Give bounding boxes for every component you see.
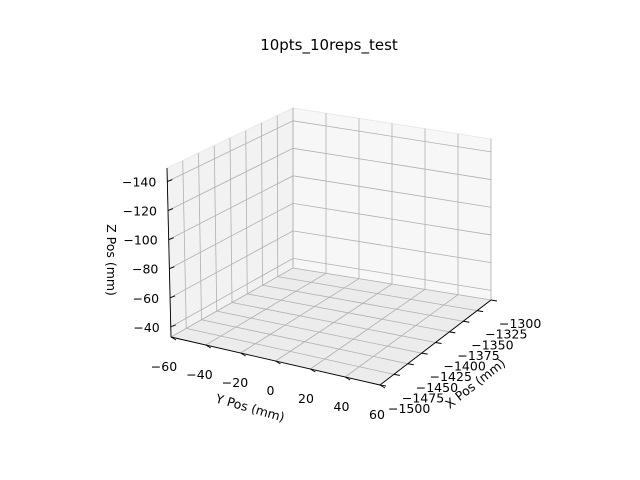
floor-grid-line-x bbox=[292, 267, 492, 301]
z-tick-mark bbox=[170, 324, 176, 328]
x-tick-label: −1450 bbox=[416, 380, 458, 395]
y-tick-label: 40 bbox=[334, 399, 350, 414]
chart-title: 10pts_10reps_test bbox=[260, 36, 398, 55]
y-tick-label: 20 bbox=[298, 391, 314, 406]
x-tick-label: −1325 bbox=[485, 327, 527, 342]
y-axis-ticks: −60 −40 −20 0 20 40 60 bbox=[151, 336, 386, 422]
y-axis-label: Y Pos (mm) bbox=[213, 390, 286, 424]
x-tick-label: −1425 bbox=[430, 369, 472, 384]
floor-grid-line-x bbox=[186, 327, 394, 375]
y-tick-label: −40 bbox=[186, 367, 212, 382]
z-tick-label: −60 bbox=[133, 291, 159, 306]
floor-grid-line-x bbox=[231, 302, 436, 343]
x-tick-label: −1350 bbox=[471, 337, 513, 352]
x-tick-label: −1300 bbox=[499, 316, 541, 331]
z-tick-label: −120 bbox=[123, 204, 157, 219]
floor-grid-line-x bbox=[262, 284, 464, 322]
z-tick-mark bbox=[168, 237, 174, 241]
left-grid-line-x bbox=[182, 160, 187, 329]
x-tick-mark bbox=[449, 331, 456, 334]
x-tick-mark bbox=[490, 299, 498, 302]
x-tick-label: −1475 bbox=[402, 390, 444, 405]
y-tick-mark bbox=[170, 336, 177, 341]
back-grid-line-z bbox=[169, 202, 492, 270]
x-tick-mark bbox=[407, 363, 414, 366]
z-axis-ticks: −40 −60 −80 −100 −120 −140 bbox=[122, 175, 176, 335]
z-tick-label: −140 bbox=[122, 175, 156, 190]
floor-grid-line-x bbox=[216, 310, 422, 354]
back-grid-line-z bbox=[167, 120, 492, 182]
x-tick-label: −1500 bbox=[388, 401, 430, 416]
left-grid-line-x bbox=[261, 122, 263, 286]
left-grid-line-x bbox=[198, 152, 202, 320]
z-tick-mark bbox=[167, 179, 173, 182]
z-tick-label: −80 bbox=[132, 262, 158, 277]
x-tick-mark bbox=[477, 310, 484, 313]
z-tick-mark bbox=[167, 208, 174, 212]
left-grid-line-x bbox=[245, 130, 248, 294]
y-tick-label: −60 bbox=[151, 359, 177, 374]
floor-grid-line-x bbox=[247, 293, 450, 333]
y-tick-mark bbox=[240, 352, 246, 357]
back-grid-line-z bbox=[170, 257, 492, 328]
left-grid-line-x bbox=[229, 137, 233, 303]
floor-grid-line-x bbox=[201, 319, 408, 365]
y-tick-mark bbox=[344, 376, 351, 381]
z-tick-mark bbox=[169, 266, 175, 270]
left-grid-line-x bbox=[276, 115, 279, 277]
y-tick-label: −20 bbox=[222, 375, 248, 390]
z-axis-line bbox=[166, 167, 172, 338]
x-tick-label: −1375 bbox=[457, 348, 499, 363]
z-tick-label: −100 bbox=[123, 233, 157, 248]
y-tick-mark bbox=[275, 360, 281, 365]
x-tick-label: −1400 bbox=[444, 359, 486, 374]
x-tick-mark bbox=[435, 342, 442, 344]
x-tick-mark bbox=[421, 352, 428, 355]
back-grid-line-z bbox=[167, 147, 492, 211]
z-tick-label: −40 bbox=[133, 320, 159, 335]
x-tick-mark bbox=[379, 384, 387, 387]
z-axis-label: Z Pos (mm) bbox=[104, 224, 119, 296]
y-tick-mark bbox=[205, 344, 212, 349]
back-grid-line-z bbox=[168, 175, 492, 241]
y-tick-label: 60 bbox=[369, 407, 385, 422]
left-grid-line-x bbox=[213, 145, 218, 312]
y-tick-label: 0 bbox=[267, 383, 275, 398]
y-tick-mark bbox=[310, 368, 316, 373]
x-tick-mark bbox=[463, 320, 470, 323]
x-tick-mark bbox=[393, 373, 400, 376]
back-grid-line-z bbox=[169, 230, 492, 299]
x-axis-ticks: −1500−1475−1450−1425−1400−1375−1350−1325… bbox=[379, 299, 541, 416]
floor-grid-line-x bbox=[277, 276, 478, 312]
z-tick-mark bbox=[169, 295, 176, 299]
